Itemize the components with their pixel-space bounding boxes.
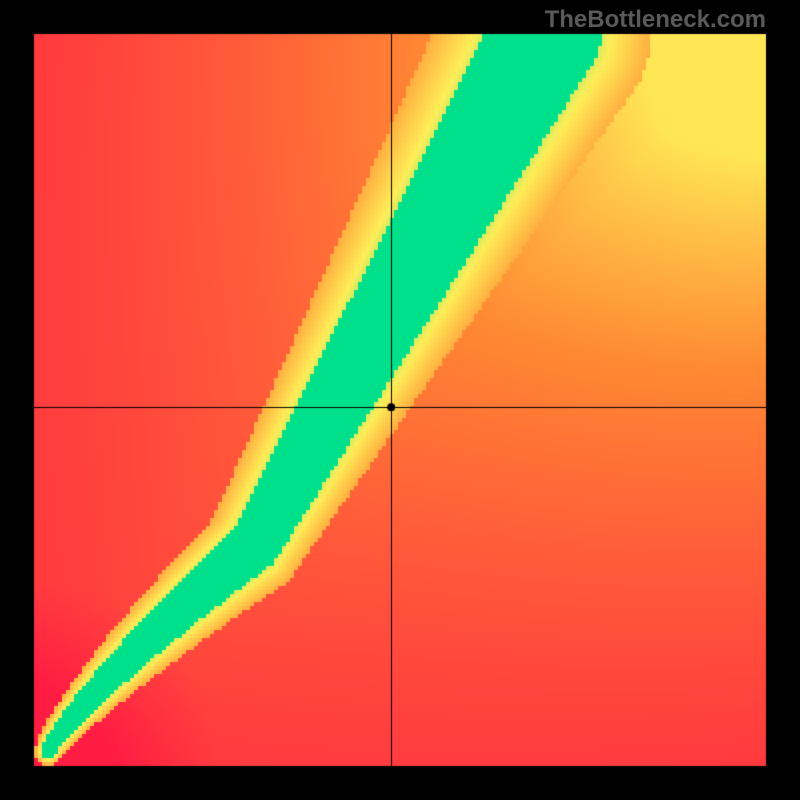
watermark-text: TheBottleneck.com	[545, 6, 766, 34]
heatmap-canvas	[0, 0, 800, 800]
chart-container: TheBottleneck.com	[0, 0, 800, 800]
